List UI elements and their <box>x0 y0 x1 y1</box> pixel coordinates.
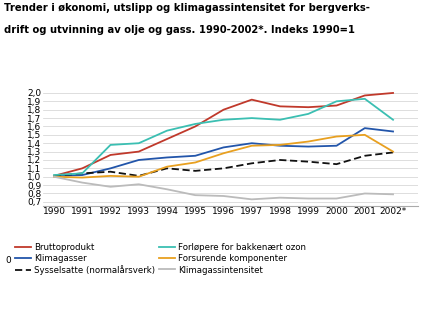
Text: Trender i økonomi, utslipp og klimagassintensitet for bergverks-: Trender i økonomi, utslipp og klimagassi… <box>4 3 369 13</box>
Text: 0: 0 <box>5 256 11 265</box>
Legend: Bruttoprodukt, Klimagasser, Sysselsatte (normalårsverk), Forløpere for bakkenært: Bruttoprodukt, Klimagasser, Sysselsatte … <box>15 243 305 275</box>
Text: drift og utvinning av olje og gass. 1990-2002*. Indeks 1990=1: drift og utvinning av olje og gass. 1990… <box>4 25 354 36</box>
